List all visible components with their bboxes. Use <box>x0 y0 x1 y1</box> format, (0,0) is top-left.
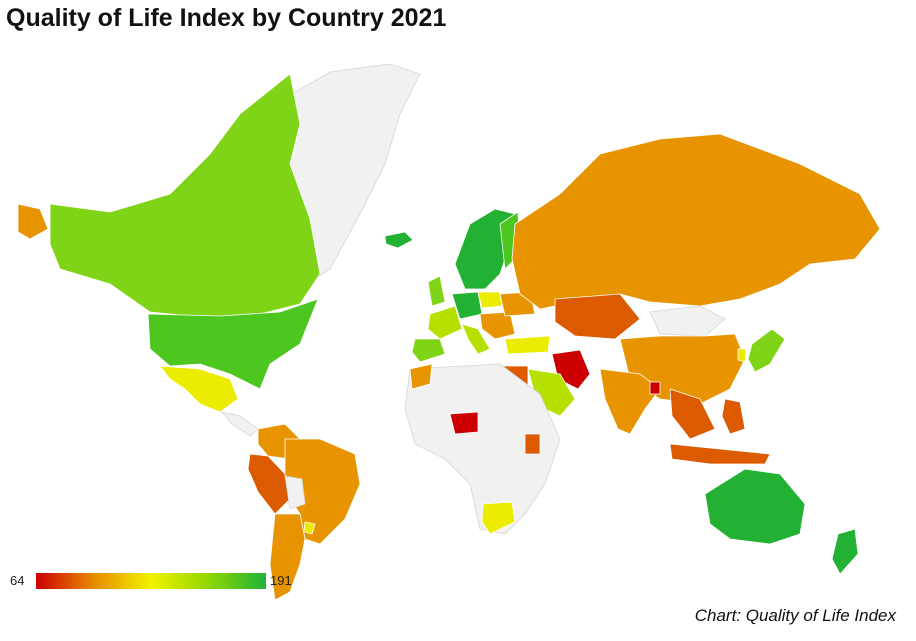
chart-source: Chart: Quality of Life Index <box>694 606 896 625</box>
france[interactable] <box>427 305 463 340</box>
spain-portugal[interactable] <box>411 338 446 363</box>
nigeria[interactable] <box>449 411 479 435</box>
philippines[interactable] <box>721 398 746 435</box>
italy[interactable] <box>461 323 491 355</box>
legend-gradient-bar <box>36 573 266 589</box>
world-map-svg <box>17 63 881 601</box>
argentina[interactable] <box>269 513 306 601</box>
united-states[interactable] <box>147 298 319 390</box>
morocco[interactable] <box>409 363 433 390</box>
india[interactable] <box>599 368 661 435</box>
peru[interactable] <box>247 453 291 515</box>
legend-max-label: 191 <box>270 573 292 588</box>
kenya[interactable] <box>524 433 541 455</box>
africa[interactable] <box>404 363 561 535</box>
world-map <box>0 44 916 604</box>
japan[interactable] <box>747 328 786 373</box>
united-kingdom[interactable] <box>427 275 446 307</box>
south-korea[interactable] <box>737 348 747 363</box>
russia[interactable] <box>511 133 881 310</box>
central-america[interactable] <box>220 411 259 437</box>
indonesia[interactable] <box>669 443 771 465</box>
southeast-asia[interactable] <box>669 388 716 440</box>
kazakhstan[interactable] <box>554 293 641 340</box>
color-legend: 64 191 <box>0 570 320 596</box>
chart-title: Quality of Life Index by Country 2021 <box>6 4 447 32</box>
legend-min-label: 64 <box>10 573 25 588</box>
bolivia[interactable] <box>284 475 306 510</box>
australia[interactable] <box>704 468 806 545</box>
turkey[interactable] <box>504 335 551 355</box>
bangladesh[interactable] <box>649 381 661 395</box>
uruguay[interactable] <box>303 521 316 535</box>
new-zealand[interactable] <box>831 528 859 575</box>
iceland[interactable] <box>384 231 414 249</box>
mexico[interactable] <box>159 365 239 413</box>
canada[interactable] <box>49 73 321 320</box>
south-africa[interactable] <box>481 501 516 535</box>
poland[interactable] <box>477 291 503 309</box>
alaska[interactable] <box>17 203 49 240</box>
mongolia[interactable] <box>649 305 726 337</box>
